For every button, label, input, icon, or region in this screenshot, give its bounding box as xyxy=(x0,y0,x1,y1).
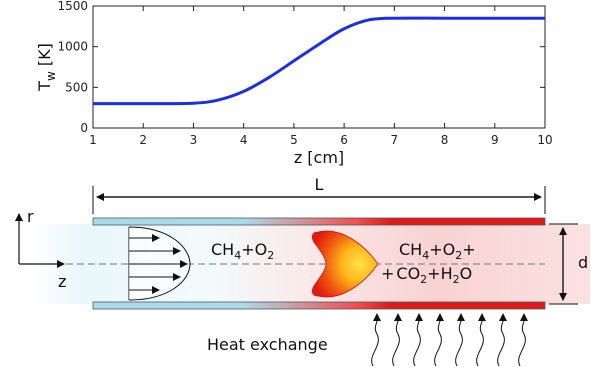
heat-arrow xyxy=(392,315,400,367)
x-tick-label: 1 xyxy=(89,133,97,147)
x-ticks: 1 2 3 4 5 6 7 8 9 10 xyxy=(89,6,553,147)
x-tick-label: 10 xyxy=(537,133,552,147)
x-tick-label: 6 xyxy=(340,133,348,147)
products-line1: CH4+O2+ xyxy=(399,240,476,262)
heat-arrow xyxy=(413,315,421,367)
z-axis-label: z xyxy=(58,272,66,291)
y-tick-label: 500 xyxy=(65,80,88,94)
heat-arrow-head xyxy=(436,313,444,321)
wall-temperature-line xyxy=(92,16,545,106)
heat-arrow-head xyxy=(499,313,507,321)
heat-arrow-head xyxy=(520,313,528,321)
reactants-label: CH4+O2 xyxy=(211,240,274,262)
x-tick-label: 3 xyxy=(190,133,198,147)
x-tick-label: 8 xyxy=(441,133,449,147)
top-wall xyxy=(92,217,546,226)
y-tick-label: 1000 xyxy=(57,40,88,54)
x-tick-label: 4 xyxy=(240,133,248,147)
x-tick-label: 7 xyxy=(391,133,399,147)
heat-arrow xyxy=(476,315,484,367)
r-axis-label: r xyxy=(27,207,34,226)
heat-arrow xyxy=(518,315,526,367)
heat-arrow-head xyxy=(373,313,381,321)
y-ticks: 0 500 1000 1500 xyxy=(57,0,545,135)
heat-arrow-head xyxy=(457,313,465,321)
x-tick-label: 2 xyxy=(139,133,147,147)
heat-arrow-head xyxy=(394,313,402,321)
diameter-label: d xyxy=(578,253,588,272)
x-tick-label: 5 xyxy=(290,133,298,147)
heat-exchange-label: Heat exchange xyxy=(207,335,328,354)
y-axis-label: Tw [K] xyxy=(35,43,58,92)
heat-arrow xyxy=(434,315,442,367)
heat-arrow xyxy=(371,315,379,367)
length-label: L xyxy=(315,175,324,194)
heat-arrow xyxy=(455,315,463,367)
heat-arrow-head xyxy=(478,313,486,321)
bottom-wall xyxy=(92,301,546,310)
y-tick-label: 0 xyxy=(80,121,88,135)
temperature-chart: 0 500 1000 1500 1 2 3 4 5 6 7 8 9 10 Tw [K] z [cm] xyxy=(35,0,553,167)
flame-icon xyxy=(311,230,379,298)
plot-frame xyxy=(92,5,546,129)
heat-arrows xyxy=(371,313,528,367)
reactor-diagram: L d r z CH4+O2 CH4+O xyxy=(15,175,590,367)
heat-arrow xyxy=(497,315,505,367)
x-tick-label: 9 xyxy=(491,133,499,147)
x-axis-label: z [cm] xyxy=(294,148,344,167)
products-line2: + CO2+H2O xyxy=(381,264,472,286)
heat-arrow-head xyxy=(415,313,423,321)
y-tick-label: 1500 xyxy=(57,0,88,13)
velocity-profile xyxy=(128,226,191,301)
